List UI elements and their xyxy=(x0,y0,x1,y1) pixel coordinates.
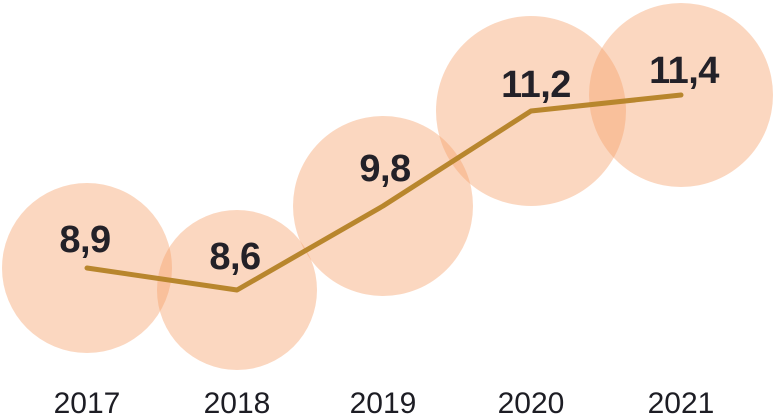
year-label-2018: 2018 xyxy=(203,387,271,419)
year-label-2021: 2021 xyxy=(647,387,715,419)
value-label-2018: 8,6 xyxy=(209,236,261,278)
value-label-2019: 9,8 xyxy=(359,148,411,190)
year-label-2020: 2020 xyxy=(497,387,565,419)
value-label-2021: 11,4 xyxy=(649,50,719,92)
year-label-2017: 2017 xyxy=(53,387,121,419)
year-label-2019: 2019 xyxy=(349,387,417,419)
value-label-2017: 8,9 xyxy=(59,219,111,261)
value-label-2020: 11,2 xyxy=(501,64,571,106)
